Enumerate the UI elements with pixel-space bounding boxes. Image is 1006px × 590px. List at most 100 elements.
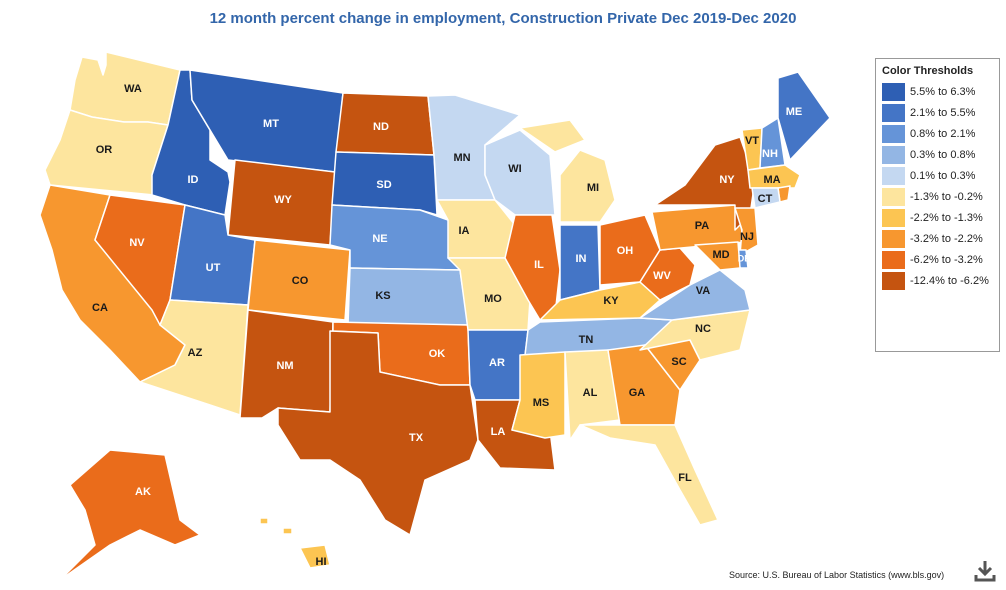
state-KS[interactable] — [347, 267, 469, 326]
label-GA: GA — [629, 387, 646, 399]
state-IA[interactable] — [436, 199, 516, 259]
label-WY: WY — [274, 194, 292, 206]
state-GA[interactable] — [607, 344, 681, 426]
legend-item[interactable]: 0.8% to 2.1% — [876, 123, 999, 144]
label-OR: OR — [96, 144, 113, 156]
label-FL: FL — [678, 472, 692, 484]
state-NE[interactable] — [329, 204, 461, 271]
legend-item[interactable]: -1.3% to -0.2% — [876, 186, 999, 207]
state-CO[interactable] — [247, 239, 351, 321]
label-MO: MO — [484, 293, 502, 305]
label-NH: NH — [762, 148, 778, 160]
state-AL[interactable] — [564, 349, 621, 441]
legend-item[interactable]: -3.2% to -2.2% — [876, 228, 999, 249]
legend-swatch — [882, 229, 905, 248]
label-MI: MI — [587, 182, 599, 194]
legend-item[interactable]: -2.2% to -1.3% — [876, 207, 999, 228]
label-DE: DE — [738, 253, 751, 263]
label-ND: ND — [373, 121, 389, 133]
legend-swatch — [882, 145, 905, 164]
legend-item[interactable]: 0.3% to 0.8% — [876, 144, 999, 165]
state-MD[interactable] — [694, 241, 741, 271]
legend-item[interactable]: -6.2% to -3.2% — [876, 249, 999, 270]
label-NY: NY — [719, 174, 735, 186]
label-NM: NM — [276, 360, 293, 372]
legend-label: -12.4% to -6.2% — [910, 274, 989, 287]
state-labels: WA OR CA NV ID MT WY UT AZ CO NM ND SD N… — [92, 83, 802, 568]
label-MN: MN — [453, 152, 470, 164]
label-NC: NC — [695, 323, 711, 335]
label-VT: VT — [745, 135, 759, 147]
label-NJ: NJ — [740, 231, 754, 243]
label-CT: CT — [758, 193, 773, 205]
state-NJ[interactable] — [734, 207, 759, 256]
label-ID: ID — [188, 174, 199, 186]
label-PA: PA — [695, 220, 710, 232]
label-KS: KS — [375, 290, 390, 302]
legend-item[interactable]: -12.4% to -6.2% — [876, 270, 999, 291]
state-MA[interactable] — [747, 164, 801, 189]
legend-label: -1.3% to -0.2% — [910, 190, 983, 203]
label-TN: TN — [579, 334, 594, 346]
label-VA: VA — [696, 285, 711, 297]
label-IA: IA — [459, 225, 470, 237]
state-HI[interactable] — [259, 517, 331, 569]
legend-swatch — [882, 166, 905, 185]
label-CA: CA — [92, 302, 108, 314]
legend-swatch — [882, 124, 905, 143]
label-WA: WA — [124, 83, 142, 95]
label-IL: IL — [534, 259, 544, 271]
legend-label: 0.1% to 0.3% — [910, 169, 976, 182]
state-AK[interactable] — [59, 449, 201, 581]
label-SC: SC — [671, 356, 686, 368]
label-MS: MS — [533, 397, 550, 409]
label-TX: TX — [409, 432, 424, 444]
state-CT[interactable] — [751, 187, 781, 209]
legend: Color Thresholds 5.5% to 6.3% 2.1% to 5.5… — [875, 58, 1000, 352]
state-TX[interactable] — [277, 330, 479, 536]
label-IN: IN — [576, 253, 587, 265]
label-NV: NV — [129, 237, 145, 249]
state-MS[interactable] — [511, 351, 566, 439]
label-WI: WI — [508, 163, 521, 175]
label-UT: UT — [206, 262, 221, 274]
label-OH: OH — [617, 245, 634, 257]
label-OK: OK — [429, 348, 446, 360]
legend-label: 5.5% to 6.3% — [910, 85, 976, 98]
legend-label: -3.2% to -2.2% — [910, 232, 983, 245]
label-NE: NE — [372, 233, 387, 245]
legend-item[interactable]: 5.5% to 6.3% — [876, 81, 999, 102]
legend-swatch — [882, 103, 905, 122]
legend-swatch — [882, 250, 905, 269]
legend-label: -2.2% to -1.3% — [910, 211, 983, 224]
label-LA: LA — [491, 426, 506, 438]
label-AZ: AZ — [188, 347, 203, 359]
legend-label: 0.8% to 2.1% — [910, 127, 976, 140]
label-AR: AR — [489, 357, 505, 369]
label-AK: AK — [135, 486, 151, 498]
label-MT: MT — [263, 118, 279, 130]
legend-item[interactable]: 2.1% to 5.5% — [876, 102, 999, 123]
label-KY: KY — [603, 295, 619, 307]
label-ME: ME — [786, 106, 803, 118]
label-WV: WV — [653, 270, 671, 282]
download-icon[interactable] — [972, 558, 998, 584]
state-MI[interactable] — [519, 119, 616, 223]
legend-label: -6.2% to -3.2% — [910, 253, 983, 266]
state-FL[interactable] — [579, 424, 719, 526]
state-ME[interactable] — [777, 71, 831, 161]
label-MA: MA — [763, 174, 780, 186]
legend-swatch — [882, 187, 905, 206]
legend-swatch — [882, 208, 905, 227]
legend-label: 2.1% to 5.5% — [910, 106, 976, 119]
label-HI: HI — [316, 556, 327, 568]
label-SD: SD — [376, 179, 391, 191]
legend-title: Color Thresholds — [882, 65, 974, 77]
label-AL: AL — [583, 387, 598, 399]
legend-item[interactable]: 0.1% to 0.3% — [876, 165, 999, 186]
map-title: 12 month percent change in employment, C… — [209, 10, 797, 27]
source-note: Source: U.S. Bureau of Labor Statistics … — [729, 570, 945, 580]
legend-swatch — [882, 82, 905, 101]
legend-swatch — [882, 271, 905, 290]
